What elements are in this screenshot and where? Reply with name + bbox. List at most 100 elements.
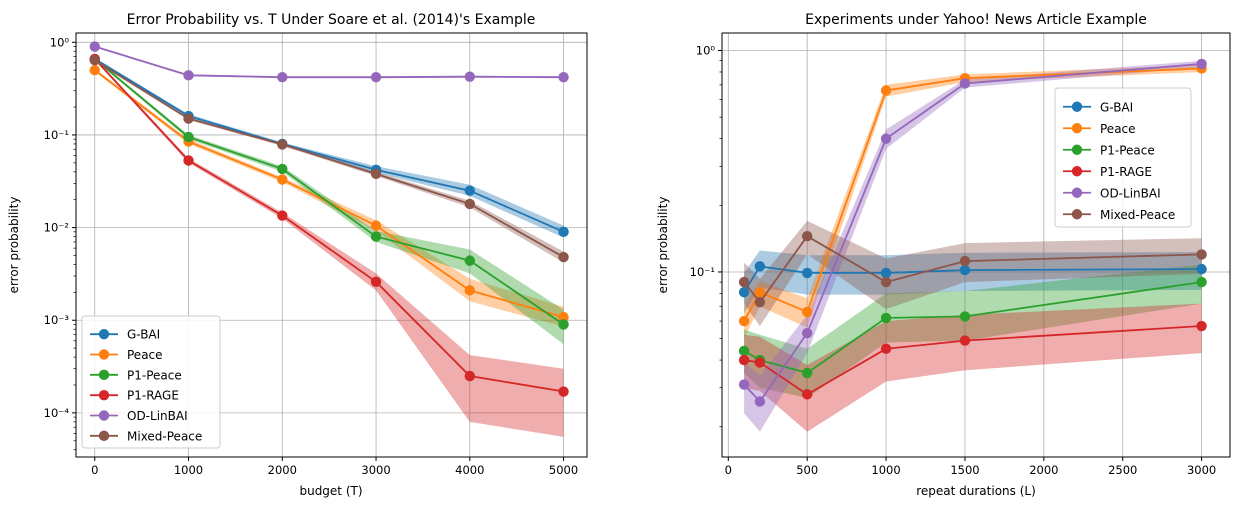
data-point-p1-rage xyxy=(464,370,475,382)
data-point-mixed-peace xyxy=(959,255,971,267)
data-point-peace xyxy=(880,85,892,96)
data-point-p1-peace xyxy=(959,311,971,322)
y-tick-label: 10⁻³ xyxy=(44,313,70,327)
data-point-od-linbai xyxy=(277,72,288,83)
y-tick-label: 10⁰ xyxy=(50,35,70,49)
data-point-peace xyxy=(277,174,288,185)
x-tick-label: 1000 xyxy=(871,463,900,477)
data-point-p1-rage xyxy=(370,276,382,287)
legend-marker-p1-rage xyxy=(98,389,110,401)
data-point-p1-peace xyxy=(880,312,892,324)
data-point-g-bai xyxy=(738,287,750,298)
data-point-p1-peace xyxy=(1196,276,1207,288)
data-point-od-linbai xyxy=(738,379,750,390)
data-point-mixed-peace xyxy=(801,231,813,242)
x-tick-label: 4000 xyxy=(455,463,484,477)
confidence-band-g-bai xyxy=(94,57,564,238)
data-point-g-bai xyxy=(801,267,813,279)
plot-frame xyxy=(75,32,588,458)
data-point-g-bai xyxy=(464,185,475,196)
x-tick-label: 1000 xyxy=(174,463,203,477)
data-point-od-linbai xyxy=(89,41,100,52)
x-tick-label: 3000 xyxy=(1187,463,1216,477)
data-point-peace xyxy=(738,315,750,327)
legend-marker-p1-rage xyxy=(1071,166,1083,177)
y-axis-label: error probability xyxy=(7,197,21,294)
data-point-peace xyxy=(464,285,475,296)
data-point-p1-rage xyxy=(754,357,766,368)
legend-label: P1-Peace xyxy=(1100,143,1155,157)
data-point-peace xyxy=(801,306,813,318)
data-point-peace xyxy=(370,220,382,231)
data-point-od-linbai xyxy=(558,72,569,83)
legend-label: P1-RAGE xyxy=(1100,165,1152,179)
series-line-g-bai xyxy=(94,58,564,233)
data-point-p1-peace xyxy=(464,255,475,266)
legend-label: Mixed-Peace xyxy=(127,429,202,443)
data-point-od-linbai xyxy=(959,78,971,89)
x-tick-label: 2000 xyxy=(268,463,297,477)
series-line-p1-rage xyxy=(94,58,564,393)
plot-frame xyxy=(721,32,1231,458)
data-point-g-bai xyxy=(1196,263,1207,275)
data-point-mixed-peace xyxy=(89,55,100,66)
x-tick-label: 0 xyxy=(725,463,732,477)
data-point-p1-peace xyxy=(277,163,288,175)
legend-marker-p1-peace xyxy=(1071,144,1083,155)
legend-marker-peace xyxy=(1071,123,1083,134)
data-point-p1-rage xyxy=(880,343,892,354)
x-tick-label: 1500 xyxy=(950,463,979,477)
data-point-od-linbai xyxy=(183,70,194,81)
data-point-g-bai xyxy=(754,261,766,272)
legend-label: Mixed-Peace xyxy=(1100,208,1175,222)
y-tick-label: 10⁻¹ xyxy=(44,128,69,142)
data-point-g-bai xyxy=(880,267,892,279)
data-point-g-bai xyxy=(959,264,971,276)
data-point-mixed-peace xyxy=(370,168,382,180)
data-point-p1-rage xyxy=(558,386,569,397)
legend-label: G-BAI xyxy=(1100,100,1133,114)
data-point-mixed-peace xyxy=(738,276,750,288)
data-point-p1-rage xyxy=(738,354,750,366)
x-tick-label: 3000 xyxy=(361,463,390,477)
data-point-p1-peace xyxy=(801,367,813,379)
legend-marker-p1-peace xyxy=(98,369,110,381)
confidence-band-od-linbai xyxy=(94,45,564,79)
data-point-mixed-peace xyxy=(183,113,194,124)
data-point-p1-rage xyxy=(959,335,971,346)
x-tick-label: 2500 xyxy=(1108,463,1137,477)
confidence-band-peace xyxy=(744,65,1202,339)
data-point-p1-rage xyxy=(801,389,813,400)
legend-label: G-BAI xyxy=(127,328,160,342)
y-tick-label: 10⁻⁴ xyxy=(44,406,70,420)
confidence-band-mixed-peace xyxy=(744,220,1202,326)
series-line-p1-peace xyxy=(94,58,565,326)
data-point-g-bai xyxy=(558,226,569,238)
data-point-mixed-peace xyxy=(464,198,475,210)
legend-marker-g-bai xyxy=(98,328,110,340)
data-point-od-linbai xyxy=(801,327,813,339)
legend-label: Peace xyxy=(127,348,163,362)
data-point-od-linbai xyxy=(754,396,766,407)
x-tick-label: 500 xyxy=(796,463,818,477)
legend-label: P1-Peace xyxy=(127,368,182,382)
data-point-peace xyxy=(754,287,766,298)
data-point-mixed-peace xyxy=(880,276,892,288)
series-line-mixed-peace xyxy=(94,59,565,258)
data-point-od-linbai xyxy=(1196,58,1207,70)
data-point-od-linbai xyxy=(880,133,892,144)
legend-label: OD-LinBAI xyxy=(1100,186,1161,200)
data-point-p1-peace xyxy=(738,345,750,357)
data-point-peace xyxy=(558,311,569,323)
data-point-p1-peace xyxy=(183,131,194,143)
confidence-band-mixed-peace xyxy=(94,59,564,263)
legend-marker-peace xyxy=(98,349,110,360)
data-point-od-linbai xyxy=(370,72,382,83)
legend: G-BAI Peace P1-Peace P1-RAGE OD-LinBAI Mixed-… xyxy=(81,315,221,449)
confidence-band-p1-rage xyxy=(94,57,564,437)
x-tick-label: 5000 xyxy=(549,463,578,477)
confidence-band-peace xyxy=(94,68,564,327)
y-tick-label: 10⁻² xyxy=(44,221,69,235)
